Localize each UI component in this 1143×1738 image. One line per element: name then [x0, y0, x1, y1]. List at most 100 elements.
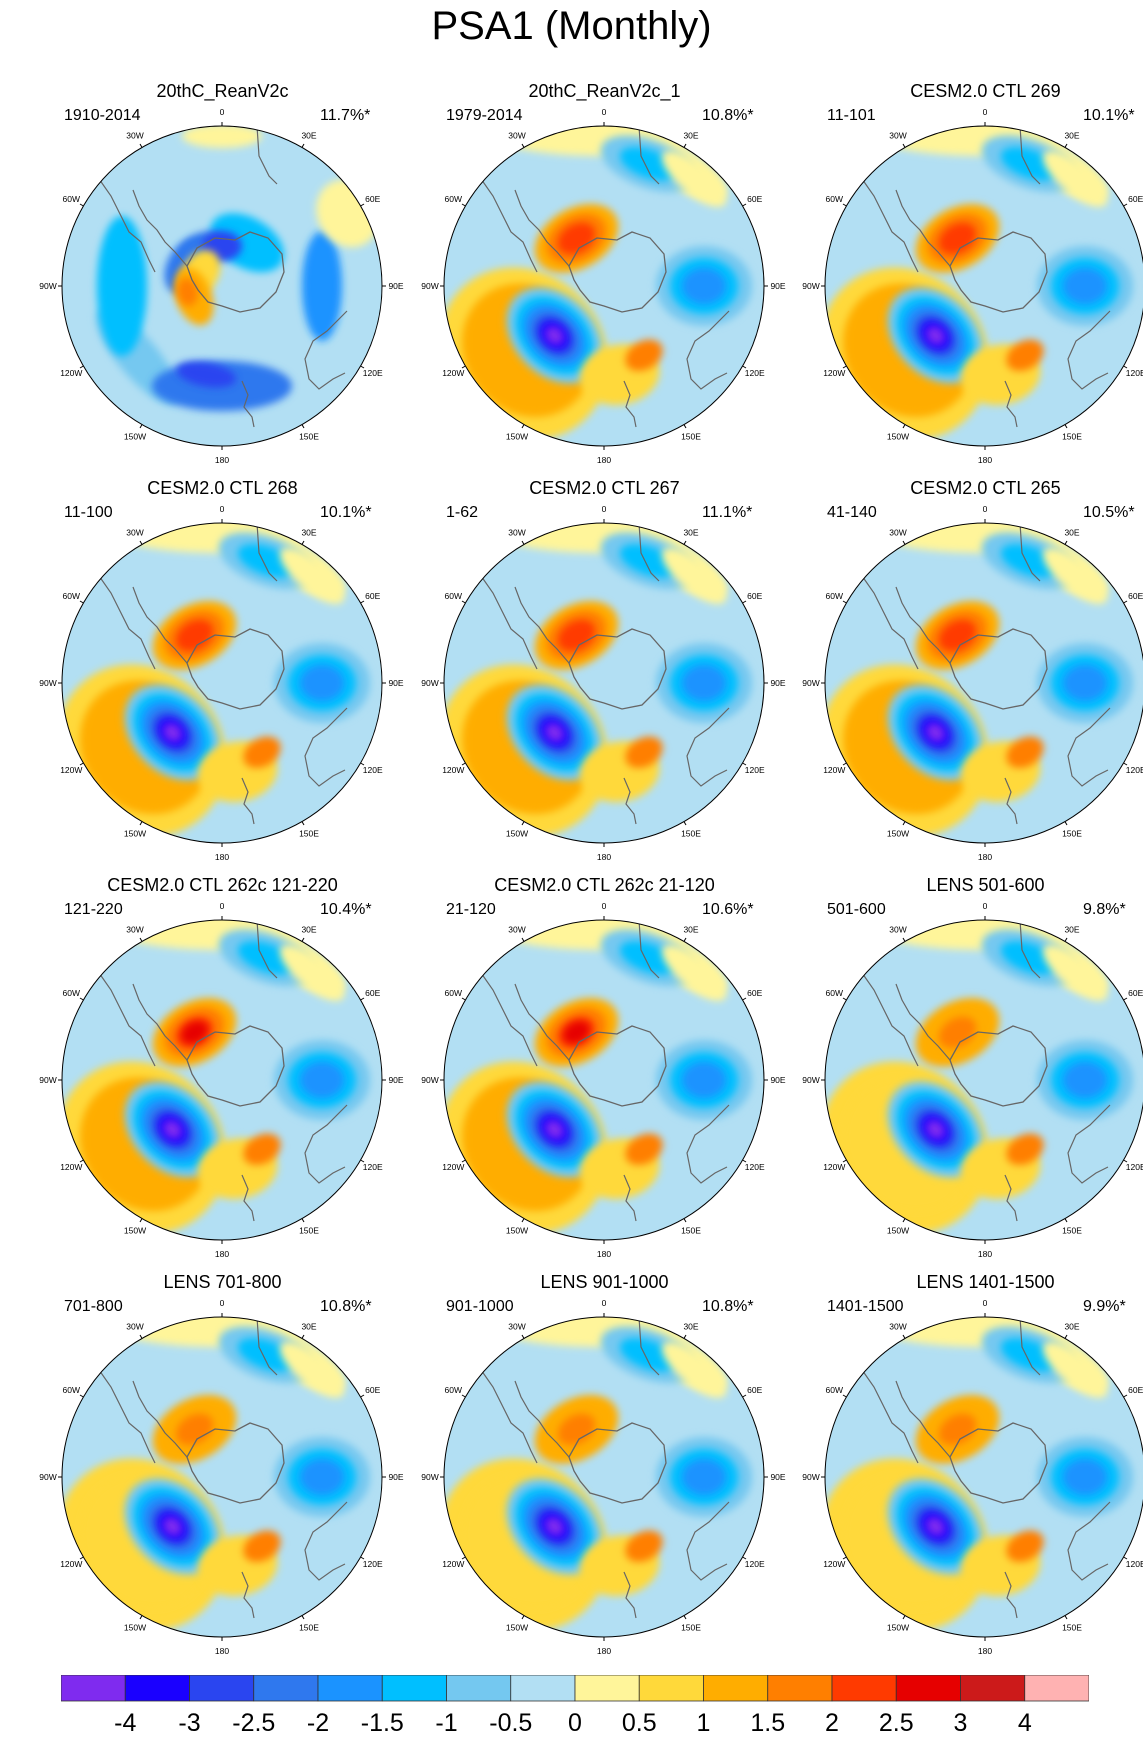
longitude-label: 120W: [442, 1559, 464, 1569]
longitude-label: 120E: [745, 765, 765, 775]
colorbar-tick-label: -0.5: [489, 1709, 532, 1735]
longitude-label: 30E: [1064, 527, 1079, 537]
panel-variance: 9.9%*: [1083, 1298, 1126, 1315]
longitude-label: 180: [978, 455, 992, 465]
panel-period: 1979-2014: [446, 107, 523, 124]
map-panel: 030E60E90E120E150E180150W120W90W60W30WCE…: [795, 475, 1143, 873]
longitude-label: 120E: [745, 1559, 765, 1569]
map-panel: 030E60E90E120E150E180150W120W90W60W30WCE…: [795, 78, 1143, 476]
panel-title: LENS 901-1000: [540, 1272, 669, 1292]
panel-period: 901-1000: [446, 1298, 514, 1315]
colorbar-tick-label: -1.5: [361, 1709, 404, 1735]
longitude-label: 60E: [1128, 194, 1143, 204]
longitude-label: 180: [978, 1249, 992, 1259]
panel-variance: 10.1%*: [320, 504, 372, 521]
colorbar-swatch: [895, 1675, 961, 1702]
longitude-label: 150E: [681, 1226, 701, 1236]
longitude-label: 150E: [681, 829, 701, 839]
panel-title: LENS 701-800: [163, 1272, 282, 1292]
map-panel: 0 30E 60E 90E 120E 150E 180 150W 120W 90W 60W 30W 20…: [414, 78, 795, 476]
panel-title: CESM2.0 CTL 265: [910, 478, 1061, 498]
longitude-label: 0: [220, 1298, 225, 1308]
longitude-label: 180: [978, 1646, 992, 1656]
panel-variance: 11.1%*: [702, 504, 753, 521]
figure-title: PSA1 (Monthly): [431, 4, 712, 48]
panel-variance: 9.8%*: [1083, 901, 1126, 918]
colorbar-tick-label: 3: [954, 1709, 968, 1735]
colorbar-tick-label: 0: [568, 1709, 582, 1735]
longitude-label: 60W: [63, 194, 80, 204]
longitude-label: 120E: [1126, 1162, 1143, 1172]
longitude-label: 30W: [126, 130, 143, 140]
longitude-label: 180: [215, 852, 229, 862]
longitude-label: 0: [220, 504, 225, 514]
longitude-label: 60E: [747, 1385, 762, 1395]
colorbar-swatch: [960, 1675, 1026, 1702]
longitude-label: 150W: [506, 1623, 528, 1633]
longitude-label: 90E: [770, 678, 785, 688]
panel-period: 21-120: [446, 901, 496, 918]
longitude-label: 150W: [124, 1226, 146, 1236]
longitude-label: 150E: [1062, 829, 1082, 839]
longitude-label: 90E: [770, 1075, 785, 1085]
longitude-label: 60W: [63, 591, 80, 601]
map-panel: 0 30E 60E 90E 120E 150E 180 150W 120W 90W 60W 30W LE…: [32, 1269, 413, 1667]
longitude-label: 30E: [301, 130, 316, 140]
longitude-label: 90W: [421, 1472, 438, 1482]
longitude-label: 180: [597, 852, 611, 862]
panel-variance: 10.8%*: [320, 1298, 372, 1315]
longitude-label: 150W: [124, 1623, 146, 1633]
longitude-label: 120E: [363, 1559, 383, 1569]
colorbar-tick-label: -1: [435, 1709, 457, 1735]
longitude-label: 60E: [1128, 591, 1143, 601]
longitude-label: 30E: [1064, 1321, 1079, 1331]
colorbar-swatch: [253, 1675, 319, 1702]
panel-period: 11-101: [827, 107, 876, 124]
longitude-label: 30W: [508, 1321, 525, 1331]
longitude-label: 120W: [442, 1162, 464, 1172]
longitude-label: 30E: [1064, 924, 1079, 934]
longitude-label: 180: [215, 455, 229, 465]
longitude-label: 0: [983, 901, 988, 911]
longitude-label: 150W: [887, 432, 909, 442]
longitude-label: 180: [597, 455, 611, 465]
longitude-label: 180: [978, 852, 992, 862]
longitude-label: 90E: [770, 281, 785, 291]
longitude-label: 120E: [363, 368, 383, 378]
longitude-label: 90E: [388, 678, 403, 688]
longitude-label: 150W: [506, 432, 528, 442]
colorbar-swatch: [381, 1675, 447, 1702]
longitude-label: 0: [220, 901, 225, 911]
longitude-label: 90E: [388, 281, 403, 291]
longitude-label: 120E: [1126, 368, 1143, 378]
panel-variance: 10.6%*: [702, 901, 754, 918]
panel-variance: 10.1%*: [1083, 107, 1135, 124]
longitude-label: 0: [602, 901, 607, 911]
longitude-label: 150W: [887, 829, 909, 839]
longitude-label: 30W: [126, 527, 143, 537]
panel-variance: 10.4%*: [320, 901, 372, 918]
panel-period: 121-220: [64, 901, 123, 918]
longitude-label: 60E: [365, 591, 380, 601]
longitude-label: 60E: [747, 591, 762, 601]
panel-title: CESM2.0 CTL 269: [910, 81, 1061, 101]
colorbar-swatch: [317, 1675, 383, 1702]
map-panel: 0 30E 60E 90E 120E 150E 180 150W 120W 90W 60W 30W LE…: [414, 1269, 795, 1667]
longitude-label: 60E: [1128, 1385, 1143, 1395]
longitude-label: 150E: [299, 829, 319, 839]
longitude-label: 60E: [747, 194, 762, 204]
panel-title: 20thC_ReanV2c: [156, 81, 289, 101]
longitude-label: 120E: [1126, 765, 1143, 775]
map-panel: 0 30E 60E 90E 120E 150E 180 150W 120W 90W 60W 30W 20…: [32, 78, 413, 476]
longitude-label: 60E: [365, 194, 380, 204]
colorbar-swatch: [767, 1675, 833, 1702]
longitude-label: 0: [602, 107, 607, 117]
longitude-label: 30E: [301, 1321, 316, 1331]
